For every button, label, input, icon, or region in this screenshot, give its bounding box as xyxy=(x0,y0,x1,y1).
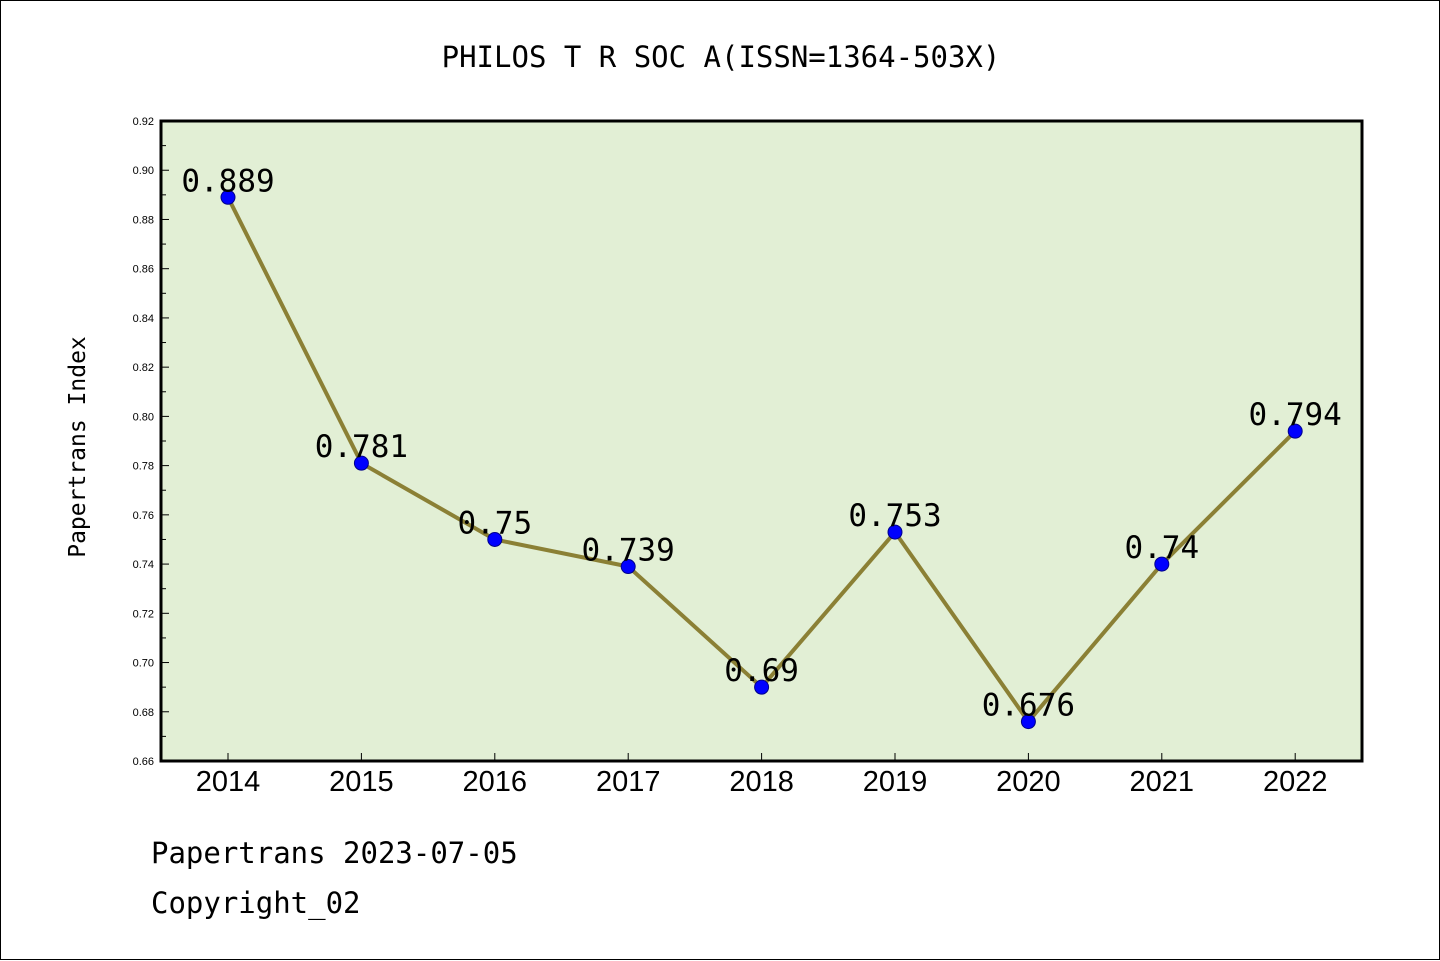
x-tick-label: 2014 xyxy=(196,766,261,798)
y-axis: 0.66 0.68 0.70 0.72 0.74 0.76 0.78 0.80 0.82 0.84… xyxy=(133,116,169,768)
y-tick-label: 0.82 xyxy=(133,362,154,374)
y-tick-label: 0.76 xyxy=(133,510,154,522)
data-points xyxy=(220,189,1303,730)
data-label: 0.676 xyxy=(982,688,1075,724)
data-point xyxy=(1154,556,1170,572)
x-axis: 2014 2015 2016 2017 2018 2019 2020 2021 2022 xyxy=(196,753,1328,798)
x-tick-label: 2017 xyxy=(596,766,661,798)
data-point xyxy=(620,559,636,575)
footer-copyright-text: Copyright_02 xyxy=(151,886,361,920)
data-label: 0.889 xyxy=(181,163,274,199)
y-tick-label: 0.78 xyxy=(133,461,154,473)
x-tick-label: 2022 xyxy=(1263,766,1328,798)
y-tick-label: 0.90 xyxy=(133,165,154,177)
x-tick-label: 2021 xyxy=(1130,766,1195,798)
y-tick-label: 0.74 xyxy=(133,559,154,571)
chart-title: PHILOS T R SOC A(ISSN=1364-503X) xyxy=(442,40,1001,74)
data-label: 0.753 xyxy=(848,498,941,534)
data-point xyxy=(353,455,369,471)
data-label: 0.781 xyxy=(315,429,408,465)
data-labels: 0.889 0.781 0.75 0.739 0.69 0.753 0.676 0.74 0.7… xyxy=(181,163,1342,723)
y-tick-label: 0.72 xyxy=(133,608,154,620)
data-label: 0.69 xyxy=(724,653,799,689)
data-point xyxy=(220,189,236,205)
y-tick-label: 0.70 xyxy=(133,658,154,670)
data-point xyxy=(754,679,770,695)
data-point xyxy=(887,524,903,540)
y-tick-label: 0.84 xyxy=(133,313,154,325)
data-label: 0.794 xyxy=(1249,397,1342,433)
y-tick-label: 0.66 xyxy=(133,756,154,768)
y-tick-label: 0.86 xyxy=(133,264,154,276)
y-tick-label: 0.92 xyxy=(133,116,154,128)
y-tick-label: 0.88 xyxy=(133,214,154,226)
y-axis-label: Papertrans Index xyxy=(65,336,91,558)
x-tick-label: 2019 xyxy=(863,766,928,798)
x-tick-label: 2015 xyxy=(329,766,394,798)
data-point xyxy=(1020,714,1036,730)
plot-area xyxy=(161,121,1362,761)
x-tick-label: 2018 xyxy=(729,766,794,798)
data-point xyxy=(1287,423,1303,439)
data-point xyxy=(487,531,503,547)
y-tick-label: 0.68 xyxy=(133,707,154,719)
x-tick-label: 2016 xyxy=(463,766,528,798)
footer-date-text: Papertrans 2023-07-05 xyxy=(151,836,518,870)
data-label: 0.74 xyxy=(1124,530,1199,566)
y-tick-label: 0.80 xyxy=(133,411,154,423)
x-tick-label: 2020 xyxy=(996,766,1061,798)
plot-border xyxy=(159,119,1364,763)
data-label: 0.75 xyxy=(457,505,532,541)
data-label: 0.739 xyxy=(582,533,675,569)
